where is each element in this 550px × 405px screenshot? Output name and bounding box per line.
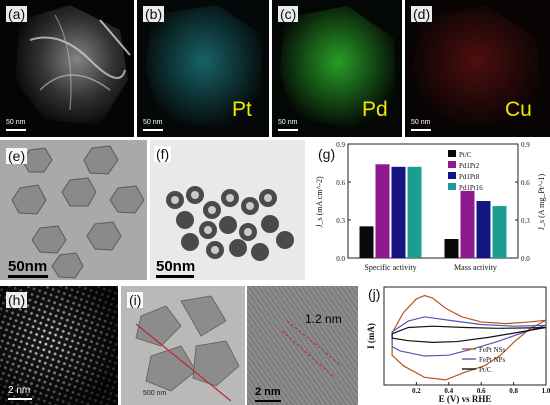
pd-map-texture xyxy=(280,6,396,130)
element-label-pd: Pd xyxy=(362,98,388,121)
legend-swatch xyxy=(448,150,456,157)
y-axis-label-right: J_s (A mg_Pt^-1) xyxy=(537,174,546,231)
scale-label: 500 nm xyxy=(143,390,167,397)
panel-c-label: (c) xyxy=(278,6,299,22)
bar-Pd1Pt2-1 xyxy=(460,190,475,258)
panel-b-label: (b) xyxy=(143,6,165,22)
bar-Pd1Pt2-0 xyxy=(375,164,390,258)
panel-h-label: (h) xyxy=(6,292,28,308)
y-tick-label-right: 0.6 xyxy=(521,179,530,187)
scale-label: 50nm xyxy=(8,258,48,275)
scale-bar xyxy=(278,129,298,131)
panel-g-label: (g) xyxy=(318,146,336,162)
scale-label: 50 nm xyxy=(411,119,431,126)
panel-j-label: (j) xyxy=(368,286,381,302)
category-label: Specific activity xyxy=(364,263,416,272)
nanoparticles-texture xyxy=(166,186,294,261)
bar-Pt/C-1 xyxy=(444,239,459,258)
haadf-image-texture xyxy=(15,5,131,125)
y-tick-label-right: 0.9 xyxy=(521,141,530,149)
scale-label: 2 nm xyxy=(8,385,31,396)
x-tick-label: 1.0 xyxy=(542,387,550,395)
panel-b-pt-map: (b) Pt 50 nm xyxy=(137,0,269,137)
panel-j-cv-chart: 0.2 0.4 0.6 0.8 1.0 FePt NSs FePt NPs Pt/C E (… xyxy=(362,284,550,405)
scale-bar xyxy=(8,275,48,278)
scale-bar xyxy=(8,398,32,400)
legend-swatch xyxy=(448,161,456,168)
pt-map-texture xyxy=(145,5,262,130)
y-axis-label-left: J_s (mA cm^-2) xyxy=(315,176,324,228)
y-tick-label-left: 0.9 xyxy=(336,141,345,149)
panel-f-label: (f) xyxy=(154,146,172,162)
panel-e-label: (e) xyxy=(6,148,28,164)
scale-label: 50nm xyxy=(156,258,196,275)
panel-a-label: (a) xyxy=(6,6,28,22)
scale-bar xyxy=(255,400,281,402)
tem-zoom-texture xyxy=(247,286,358,405)
scale-bar xyxy=(6,129,26,131)
panel-i-tem-image: (i) 500 nm xyxy=(121,286,245,405)
panel-g-activity-chart: 0.0 0.3 0.6 0.9 0.0 0.3 0.6 0.9 Specific activ… xyxy=(308,140,550,282)
plot-frame xyxy=(383,286,547,386)
legend-label: FePt NSs xyxy=(479,346,506,354)
legend-label: Pt/C xyxy=(459,151,472,159)
nanosheets-texture xyxy=(11,145,145,279)
panel-i-label: (i) xyxy=(127,292,144,308)
legend-label: Pd1Pt16 xyxy=(459,184,483,192)
y-tick-label-left: 0.6 xyxy=(336,179,345,187)
activity-bar-chart: 0.0 0.3 0.6 0.9 0.0 0.3 0.6 0.9 Specific activ… xyxy=(315,141,546,272)
scale-label: 50 nm xyxy=(143,119,163,126)
bar-Pt/C-0 xyxy=(359,226,374,258)
plot-frame xyxy=(347,143,519,259)
bar-Pd1Pt16-1 xyxy=(492,206,507,258)
y-axis-label: I (mA) xyxy=(366,323,376,349)
panel-f-tem-image: (f) 50nm xyxy=(150,140,305,280)
panel-a-haadf-image: (a) 50 nm xyxy=(0,0,134,137)
legend-label: Pd1Pt8 xyxy=(459,173,480,181)
legend-label: Pd1Pt2 xyxy=(459,162,480,170)
scale-bar xyxy=(156,275,194,278)
bar-Pd1Pt8-1 xyxy=(476,201,491,258)
cv-curve-FePt NPs xyxy=(391,316,547,357)
legend-label: Pt/C xyxy=(479,366,492,374)
legend-swatch xyxy=(448,172,456,179)
cv-curve-FePt NSs xyxy=(391,294,547,381)
x-tick-label: 0.6 xyxy=(477,387,486,395)
bar-Pd1Pt8-0 xyxy=(391,166,406,258)
y-tick-label-left: 0.3 xyxy=(336,217,345,225)
lattice-spacing-label: 1.2 nm xyxy=(305,312,342,326)
x-axis-label: E (V) vs RHE xyxy=(439,394,492,404)
legend-swatch xyxy=(448,183,456,190)
bar-Pd1Pt16-0 xyxy=(407,166,422,258)
y-tick-label-right: 0.0 xyxy=(521,255,530,263)
panel-e-tem-image: (e) 50nm xyxy=(0,140,147,280)
element-label-cu: Cu xyxy=(505,98,532,121)
scale-bar xyxy=(411,129,431,131)
scale-label: 50 nm xyxy=(278,119,298,126)
x-tick-label: 0.8 xyxy=(509,387,518,395)
element-label-pt: Pt xyxy=(232,98,252,121)
y-tick-label-right: 0.3 xyxy=(521,217,530,225)
panel-d-cu-map: (d) Cu 50 nm xyxy=(405,0,550,137)
panel-c-pd-map: (c) Pd 50 nm xyxy=(272,0,402,137)
panel-d-label: (d) xyxy=(411,6,433,22)
panel-i-zoom-image: 1.2 nm 2 nm xyxy=(247,286,358,405)
tem-overview-texture xyxy=(135,295,240,402)
scale-label: 50 nm xyxy=(6,119,26,126)
cv-line-chart: 0.2 0.4 0.6 0.8 1.0 FePt NSs FePt NPs Pt/C E (… xyxy=(366,286,550,404)
cu-map-texture xyxy=(413,6,541,130)
x-tick-label: 0.2 xyxy=(412,387,421,395)
cv-curve-Pt/C xyxy=(391,325,547,343)
category-label: Mass activity xyxy=(454,263,497,272)
x-tick-label: 0.4 xyxy=(444,387,453,395)
scale-label: 2 nm xyxy=(255,386,281,398)
scale-bar xyxy=(143,129,163,131)
y-tick-label-left: 0.0 xyxy=(336,255,345,263)
legend-label: FePt NPs xyxy=(479,356,506,364)
panel-h-hrstem-image: (h) 2 nm xyxy=(0,286,118,405)
